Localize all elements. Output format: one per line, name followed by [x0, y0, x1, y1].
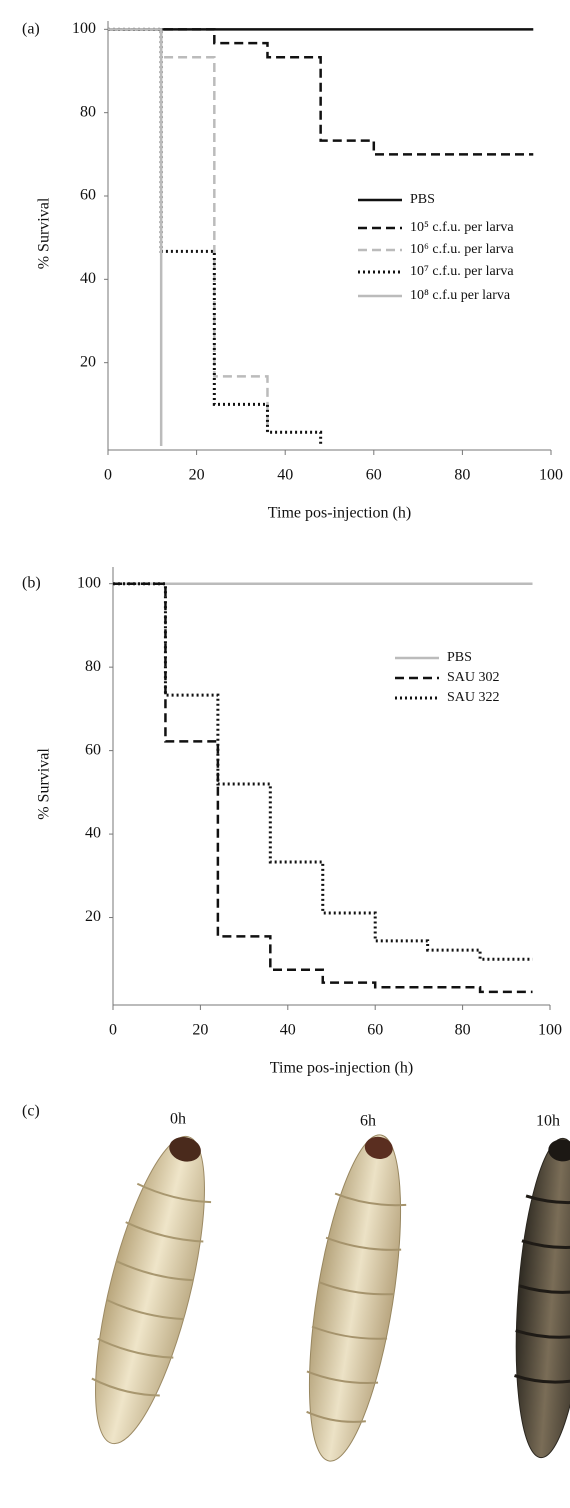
y-axis-title: % Survival — [36, 748, 53, 820]
x-tick-label: 100 — [538, 1022, 562, 1039]
y-tick-label: 60 — [80, 187, 96, 204]
larva — [514, 1137, 570, 1459]
y-axis-title: % Survival — [36, 197, 53, 269]
y-tick-label: 40 — [80, 270, 96, 287]
y-tick-label: 40 — [85, 825, 101, 842]
x-tick-label: 0 — [104, 467, 112, 484]
panel-label: (a) — [22, 21, 40, 38]
larva — [91, 1135, 212, 1445]
legend-label: 10⁶ c.f.u. per larva — [410, 242, 514, 257]
legend-label: 10⁵ c.f.u. per larva — [410, 220, 514, 235]
legend-label: PBS — [410, 192, 435, 207]
x-tick-label: 80 — [454, 467, 470, 484]
survival-line — [113, 582, 533, 994]
x-tick-label: 40 — [277, 467, 293, 484]
time-label: 6h — [360, 1113, 376, 1130]
panel-label: (b) — [22, 575, 41, 592]
x-tick-label: 20 — [189, 467, 205, 484]
panel-label: (c) — [22, 1103, 40, 1120]
y-tick-label: 80 — [80, 103, 96, 120]
x-tick-label: 0 — [109, 1022, 117, 1039]
survival-line — [108, 28, 163, 446]
y-tick-label: 100 — [77, 574, 101, 591]
legend-label: PBS — [447, 650, 472, 665]
x-tick-label: 20 — [192, 1022, 208, 1039]
survival-line — [108, 28, 534, 156]
x-axis-title: Time pos-injection (h) — [270, 1060, 413, 1077]
x-tick-label: 60 — [366, 467, 382, 484]
x-tick-label: 100 — [539, 467, 563, 484]
survival-line — [108, 27, 323, 446]
time-label: 0h — [170, 1111, 186, 1128]
y-tick-label: 60 — [85, 741, 101, 758]
y-tick-label: 20 — [85, 908, 101, 925]
survival-line — [113, 582, 533, 961]
time-label: 10h — [536, 1113, 560, 1130]
y-tick-label: 20 — [80, 353, 96, 370]
survival-line — [108, 28, 269, 433]
x-tick-label: 60 — [367, 1022, 383, 1039]
legend-label: 10⁷ c.f.u. per larva — [410, 264, 514, 279]
y-tick-label: 80 — [85, 658, 101, 675]
x-axis-title: Time pos-injection (h) — [268, 505, 411, 522]
x-tick-label: 80 — [455, 1022, 471, 1039]
y-tick-label: 100 — [72, 20, 96, 37]
x-tick-label: 40 — [280, 1022, 296, 1039]
legend-label: SAU 302 — [447, 670, 500, 685]
larva — [306, 1134, 407, 1462]
legend-label: SAU 322 — [447, 690, 500, 705]
legend-label: 10⁸ c.f.u per larva — [410, 288, 511, 303]
